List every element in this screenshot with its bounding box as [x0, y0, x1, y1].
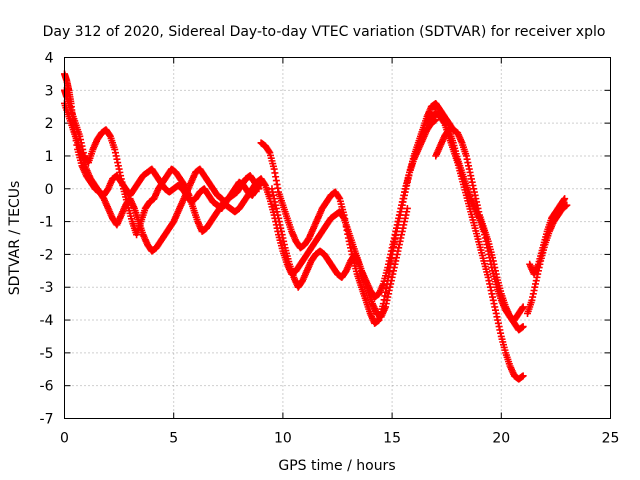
y-tick-labels: -7 -6 -5 -4 -3 -2 -1 0 1 2 3 4 — [40, 51, 54, 428]
series-track-4 — [257, 103, 440, 327]
x-tick-labels: 0 5 10 15 20 25 — [60, 431, 619, 447]
data-point — [255, 185, 263, 193]
y-tick-label: 0 — [45, 182, 54, 198]
y-tick-label: 2 — [45, 116, 54, 132]
grid — [64, 57, 611, 419]
y-axis-title: SDTVAR / TECUs — [7, 181, 23, 296]
series-track-9 — [432, 126, 527, 324]
data-point — [563, 201, 571, 209]
chart-title: Day 312 of 2020, Sidereal Day-to-day VTE… — [43, 24, 606, 40]
series-track-10 — [524, 201, 571, 317]
y-tick-label: -5 — [40, 346, 54, 362]
data-point — [519, 323, 527, 331]
x-axis-title: GPS time / hours — [278, 458, 395, 474]
y-tick-label: -3 — [40, 280, 54, 296]
y-tick-label: 3 — [45, 83, 54, 99]
y-tick-label: -4 — [40, 313, 54, 329]
y-tick-label: -7 — [40, 412, 54, 428]
y-tick-label: -6 — [40, 379, 54, 395]
x-tick-label: 25 — [602, 431, 620, 447]
series-track-2 — [61, 86, 263, 239]
data-point — [561, 195, 569, 203]
x-tick-label: 15 — [383, 431, 401, 447]
data-points — [61, 70, 571, 383]
data-point — [519, 303, 527, 311]
y-tick-label: -1 — [40, 215, 54, 231]
x-tick-label: 20 — [492, 431, 510, 447]
series-track-6 — [268, 185, 411, 321]
data-point — [432, 116, 440, 124]
x-tick-label: 0 — [60, 431, 69, 447]
data-point — [403, 204, 411, 212]
plot-frame — [64, 57, 611, 419]
y-tick-label: 1 — [45, 149, 54, 165]
x-tick-label: 10 — [274, 431, 292, 447]
y-tick-label: -2 — [40, 247, 54, 263]
x-tick-label: 5 — [169, 431, 178, 447]
series-track-3 — [61, 99, 265, 255]
data-point — [519, 372, 527, 380]
series-track-1 — [61, 70, 265, 212]
series-track-11 — [526, 195, 569, 278]
y-tick-label: 4 — [45, 51, 54, 67]
